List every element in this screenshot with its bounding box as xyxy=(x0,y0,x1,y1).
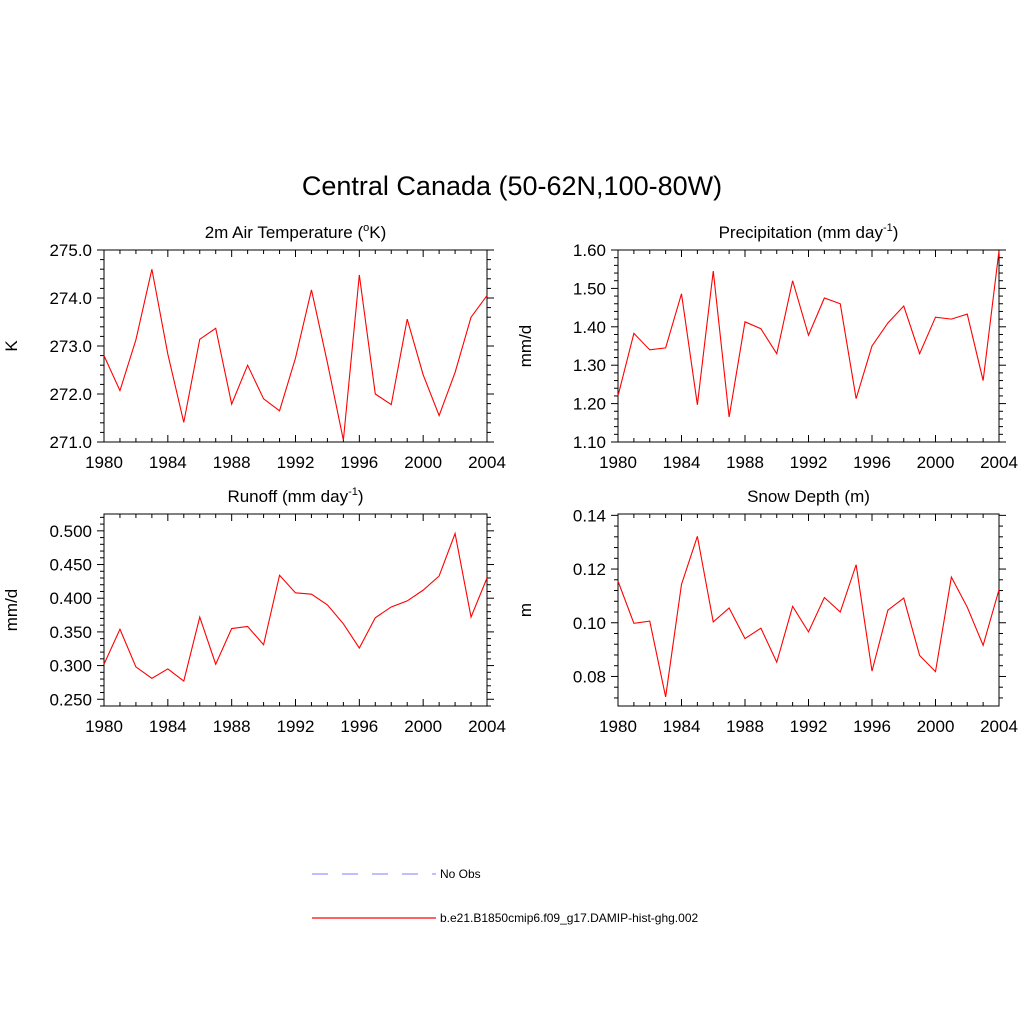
chart-title-text-end: ) xyxy=(893,223,899,242)
x-tick-label: 1980 xyxy=(599,717,637,736)
chart-runoff: Runoff (mm day-1) mm/d 1980 1984 1988 1992 199… xyxy=(2,486,506,736)
x-tick-label: 1988 xyxy=(213,453,251,472)
x-tick-label: 1984 xyxy=(149,453,187,472)
series-line xyxy=(103,269,488,441)
x-tick-label: 2000 xyxy=(917,453,955,472)
y-tick-label: 0.350 xyxy=(49,623,92,642)
chart-title-text-end: ) xyxy=(358,487,364,506)
x-tick-label: 1988 xyxy=(213,717,251,736)
y-tick-label: 0.500 xyxy=(49,522,92,541)
series-line xyxy=(617,536,1000,697)
x-tick-label: 2004 xyxy=(980,453,1018,472)
plot-frame xyxy=(617,513,1000,707)
x-tick-label: 2004 xyxy=(468,453,506,472)
chart-title-text: Snow Depth (m) xyxy=(747,487,870,506)
chart-title-superscript: -1 xyxy=(883,222,893,234)
chart-title: Precipitation (mm day-1) xyxy=(719,222,899,242)
x-tick-label: 1984 xyxy=(149,717,187,736)
y-axis-label: mm/d xyxy=(2,589,21,632)
x-tick-label: 1992 xyxy=(277,453,315,472)
y-axis-label: m xyxy=(516,603,535,617)
chart-title: 2m Air Temperature (oK) xyxy=(205,222,387,242)
x-tick-label: 2004 xyxy=(468,717,506,736)
chart-title: Snow Depth (m) xyxy=(747,487,870,506)
legend-label-model: b.e21.B1850cmip6.f09_g17.DAMIP-hist-ghg.… xyxy=(440,911,698,925)
x-tick-label: 2000 xyxy=(917,717,955,736)
y-tick-label: 1.10 xyxy=(573,433,606,452)
chart-title-text-end: K) xyxy=(369,223,386,242)
x-tick-label: 1996 xyxy=(340,453,378,472)
x-tick-label: 1980 xyxy=(599,453,637,472)
y-tick-label: 0.450 xyxy=(49,556,92,575)
y-axis-label: mm/d xyxy=(516,325,535,368)
x-tick-label: 1988 xyxy=(726,717,764,736)
x-tick-label: 1984 xyxy=(663,717,701,736)
chart-title-text: Precipitation (mm day xyxy=(719,223,884,242)
legend-label-no-obs: No Obs xyxy=(440,867,481,881)
chart-title-superscript: o xyxy=(363,222,369,234)
figure-title: Central Canada (50-62N,100-80W) xyxy=(302,171,722,201)
y-tick-label: 0.400 xyxy=(49,589,92,608)
y-tick-label: 1.20 xyxy=(573,395,606,414)
x-tick-label: 2004 xyxy=(980,717,1018,736)
x-tick-label: 1996 xyxy=(340,717,378,736)
y-tick-label: 1.60 xyxy=(573,241,606,260)
plot-frame xyxy=(617,249,1000,443)
x-tick-label: 1992 xyxy=(790,717,828,736)
y-tick-label: 1.30 xyxy=(573,356,606,375)
panels: 2m Air Temperature (oK) K 1980 1984 1988 1992… xyxy=(2,222,1018,736)
x-tick-label: 1992 xyxy=(790,453,828,472)
x-tick-label: 1996 xyxy=(853,717,891,736)
x-tick-label: 1984 xyxy=(663,453,701,472)
x-tick-label: 1996 xyxy=(853,453,891,472)
chart-title-text: 2m Air Temperature ( xyxy=(205,223,364,242)
chart-title-superscript: -1 xyxy=(348,486,358,498)
plot-frame xyxy=(103,249,488,443)
y-tick-label: 0.12 xyxy=(573,560,606,579)
chart-title: Runoff (mm day-1) xyxy=(227,486,363,506)
x-tick-label: 2000 xyxy=(404,717,442,736)
x-tick-label: 1980 xyxy=(85,717,123,736)
x-tick-label: 1992 xyxy=(277,717,315,736)
series-line xyxy=(617,250,1000,418)
chart-snow-depth: Snow Depth (m) m 1980 1984 1988 1992 1996 2000 2… xyxy=(516,487,1018,736)
y-tick-label: 275.0 xyxy=(49,241,92,260)
legend: No Obs b.e21.B1850cmip6.f09_g17.DAMIP-hi… xyxy=(312,867,698,925)
y-tick-label: 0.14 xyxy=(573,506,606,525)
y-tick-label: 273.0 xyxy=(49,337,92,356)
chart-precipitation: Precipitation (mm day-1) mm/d 1980 1984 1988… xyxy=(516,222,1018,472)
chart-air-temperature: 2m Air Temperature (oK) K 1980 1984 1988 1992… xyxy=(2,222,506,472)
y-tick-label: 0.250 xyxy=(49,690,92,709)
y-tick-label: 0.10 xyxy=(573,614,606,633)
y-tick-label: 271.0 xyxy=(49,433,92,452)
x-tick-label: 2000 xyxy=(404,453,442,472)
y-tick-label: 274.0 xyxy=(49,289,92,308)
x-tick-label: 1988 xyxy=(726,453,764,472)
chart-title-text: Runoff (mm day xyxy=(227,487,348,506)
series-line xyxy=(103,531,488,683)
plot-frame xyxy=(103,513,488,707)
y-tick-label: 272.0 xyxy=(49,385,92,404)
y-tick-label: 0.08 xyxy=(573,667,606,686)
y-tick-label: 1.50 xyxy=(573,279,606,298)
y-tick-label: 0.300 xyxy=(49,657,92,676)
y-tick-label: 1.40 xyxy=(573,318,606,337)
y-axis-label: K xyxy=(2,340,21,352)
x-tick-label: 1980 xyxy=(85,453,123,472)
